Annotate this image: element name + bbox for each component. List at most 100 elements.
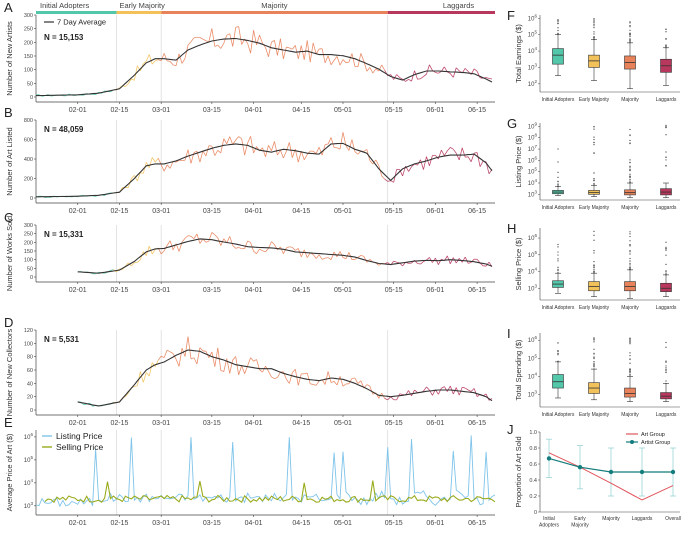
daily-segment [158,59,162,62]
daily-segment [339,59,344,66]
outlier [629,373,631,375]
category-label: Early Majority [579,205,610,211]
y-tick-label: 103 [528,283,538,292]
y-tick-label: 104 [24,478,34,487]
daily-segment [417,78,421,80]
outlier [593,234,595,236]
daily-segment [160,355,165,359]
daily-segment [208,145,212,147]
outlier [629,355,631,357]
daily-segment [211,28,216,47]
daily-segment [375,68,379,72]
daily-segment [193,233,198,239]
artist-group-point [670,469,676,475]
daily-segment [473,388,478,397]
daily-segment [369,67,374,74]
daily-segment [476,71,481,78]
daily-segment [297,151,302,163]
x-tick-label: 02-01 [69,520,87,527]
outlier [593,338,595,340]
daily-segment [318,254,323,260]
daily-segment [300,151,305,160]
x-tick-label: 06-01 [426,420,444,427]
outlier [665,47,667,49]
outlier [629,161,631,163]
daily-segment [217,150,222,154]
outlier [557,271,559,273]
daily-segment [286,379,290,384]
daily-segment [399,77,403,80]
outlier [593,361,595,363]
artist-group-point [577,465,583,470]
daily-segment [220,43,225,49]
daily-segment [336,56,341,66]
outlier [593,179,595,181]
panel-letter: B [4,105,13,120]
outlier [665,44,667,46]
legend-label: Listing Price [56,431,103,441]
category-label: Early [574,516,586,522]
outlier [593,33,595,35]
outlier [629,266,631,268]
outlier [557,183,559,185]
y-axis-label: Total Earnings ($) [514,24,523,83]
x-tick-label: 04-01 [245,208,263,215]
daily-segment [420,159,424,170]
daily-segment [303,249,308,258]
outlier [557,176,559,178]
x-tick-label: 06-15 [468,287,486,294]
daily-segment [327,371,332,383]
outlier [593,37,595,39]
daily-segment [163,53,168,62]
daily-segment [351,53,356,67]
daily-segment [283,151,287,159]
y-axis-label: Number of New Artists [5,21,14,96]
daily-segment [175,159,180,163]
y-axis-label: Selling Price ($) [514,237,523,290]
y-tick-label: 200 [24,177,33,183]
outlier [593,18,595,20]
daily-segment [387,180,391,182]
seven-day-average-line [36,37,493,97]
outlier [593,348,595,350]
outlier [593,128,595,130]
artist-group-point [639,469,645,475]
x-tick-label: 03-15 [203,208,221,215]
outlier [557,251,559,253]
box [552,374,564,389]
daily-segment [131,175,135,179]
daily-segment [205,145,210,157]
daily-segment [92,93,96,96]
x-tick-label: 04-15 [292,208,310,215]
daily-segment [342,59,347,63]
daily-segment [417,263,421,265]
selling-price-line [44,480,496,504]
category-label: Majority [621,412,639,418]
daily-segment [303,40,308,60]
outlier [629,374,631,376]
y-axis-label: Total Spending ($) [514,339,523,400]
daily-segment [449,73,454,78]
outlier [629,34,631,36]
daily-segment [280,38,284,59]
x-tick-label: 02-01 [69,107,87,114]
x-tick-label: 02-01 [69,287,87,294]
daily-segment [169,351,174,354]
outlier [557,23,559,25]
y-tick-label: 0.6 [529,462,537,468]
daily-segment [411,389,415,397]
daily-segment [268,241,272,249]
n-annotation: N = 48,059 [44,125,84,134]
outlier [557,351,559,353]
outlier [629,240,631,242]
daily-segment [265,47,269,57]
outlier [665,165,667,167]
daily-segment [464,387,469,391]
outlier [593,35,595,38]
daily-segment [306,372,311,384]
outlier [629,170,631,172]
daily-segment [408,78,412,82]
outlier [557,20,559,22]
outlier [593,368,595,370]
daily-segment [286,46,290,49]
